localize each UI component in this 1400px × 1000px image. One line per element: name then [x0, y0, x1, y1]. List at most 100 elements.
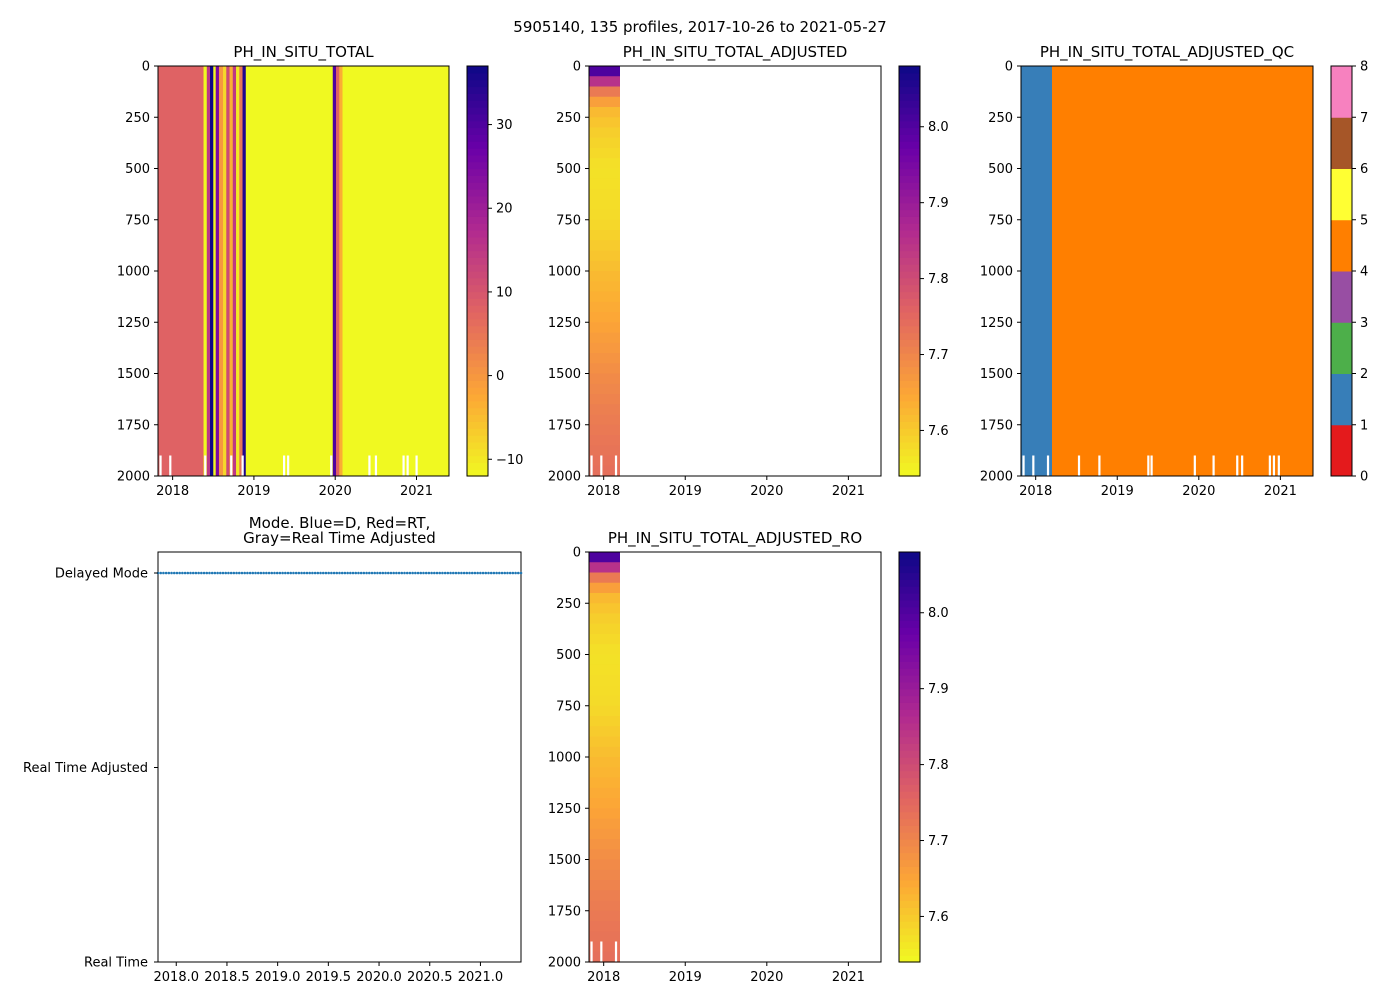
mode-point [259, 571, 263, 575]
mode-point [395, 571, 398, 575]
colorbar-segment [899, 873, 920, 881]
heatmap-band [223, 66, 227, 476]
mode-point [248, 571, 252, 575]
y-tick-label: 1750 [117, 418, 150, 433]
colorbar-tick-label: 2 [1360, 367, 1368, 382]
heatmap-cell [589, 435, 620, 446]
heatmap-cell [589, 931, 620, 943]
heatmap-gap [374, 455, 378, 476]
colorbar-tick-label: 10 [496, 285, 513, 300]
heatmap-band [332, 66, 337, 476]
heatmap-cell [589, 736, 620, 748]
y-tick-label: 250 [125, 111, 150, 126]
y-tick-label: 0 [573, 60, 581, 75]
mode-point [183, 571, 187, 575]
colorbar-segment [899, 175, 920, 183]
mode-point [473, 571, 477, 575]
mode-point [194, 571, 198, 575]
heatmap-cell [589, 219, 620, 231]
heatmap-band [242, 66, 247, 476]
mode-point [313, 571, 317, 575]
mode-point [284, 571, 287, 575]
colorbar-segment [467, 134, 488, 142]
x-tick-label: 2021 [832, 970, 865, 985]
colorbar-segment [899, 593, 920, 601]
mode-point [332, 571, 336, 575]
colorbar-segment [467, 271, 488, 279]
heatmap-band [229, 66, 234, 476]
heatmap-cell [589, 178, 620, 190]
mode-point [516, 571, 520, 575]
mode-point [167, 571, 171, 575]
colorbar-segment [467, 421, 488, 429]
mode-point [319, 571, 322, 575]
heatmap-cell [589, 603, 620, 615]
mode-point [411, 571, 414, 575]
heatmap-gap [330, 455, 333, 476]
mode-point [378, 571, 382, 575]
colorbar-segment [899, 236, 920, 245]
y-tick-label: 2000 [548, 470, 581, 485]
colorbar-segment [899, 552, 920, 560]
mode-point [330, 571, 333, 575]
mode-point [278, 571, 282, 575]
x-tick-label: 2019 [669, 484, 702, 499]
heatmap-cell [589, 582, 620, 594]
colorbar-segment [467, 230, 488, 238]
colorbar-segment [467, 387, 488, 395]
colorbar-segment [899, 675, 920, 683]
colorbar-segment [899, 866, 920, 874]
colorbar-segment [1331, 322, 1352, 374]
heatmap-cell [589, 383, 620, 395]
colorbar-segment [899, 366, 920, 375]
mode-point [422, 571, 425, 575]
mode-point [270, 571, 274, 575]
colorbar-segment [899, 606, 920, 615]
mode-point [503, 571, 507, 575]
heatmap-band [206, 66, 211, 476]
colorbar-segment [467, 127, 488, 135]
mode-point [427, 571, 431, 575]
y-tick-label: Real Time Adjusted [23, 761, 148, 776]
heatmap-band [232, 66, 237, 476]
heatmap-cell [589, 572, 620, 584]
mode-point [178, 571, 181, 575]
mode-point [281, 571, 284, 575]
colorbar-segment [899, 380, 920, 388]
mode-point [376, 571, 379, 575]
colorbar-segment [467, 305, 488, 313]
mode-point [343, 571, 347, 575]
y-tick-label: 1250 [117, 316, 150, 331]
colorbar-segment [899, 893, 920, 902]
heatmap-cell [589, 562, 620, 574]
y-tick-label: 1500 [980, 367, 1013, 382]
mode-point [324, 571, 328, 575]
colorbar-segment [899, 743, 920, 751]
colorbar-segment [899, 428, 920, 436]
colorbar-segment [899, 907, 920, 915]
mode-point [227, 571, 230, 575]
colorbar-segment [467, 168, 488, 176]
colorbar-frame [466, 65, 489, 477]
mode-point [479, 571, 482, 575]
heatmap-gap [368, 455, 371, 476]
y-tick-label: 1750 [548, 904, 581, 919]
x-tick-label: 2020.5 [407, 970, 453, 985]
colorbar-segment [899, 339, 920, 347]
heatmap-cell [589, 859, 620, 871]
mode-point [470, 571, 474, 575]
heatmap-cell [589, 777, 620, 789]
heatmap-band [213, 66, 217, 476]
colorbar-segment [899, 736, 920, 744]
mode-point [267, 571, 271, 575]
mode-point [392, 571, 395, 575]
heatmap-cell [589, 353, 620, 364]
y-tick-label: 1000 [980, 265, 1013, 280]
colorbar-tick-label: 7.8 [928, 272, 949, 287]
mode-point [487, 571, 490, 575]
colorbar-segment [899, 859, 920, 867]
colorbar-segment [467, 66, 488, 74]
colorbar-frame [898, 551, 921, 963]
colorbar-segment [899, 359, 920, 368]
chart-title: PH_IN_SITU_TOTAL_ADJUSTED_QC [1040, 43, 1294, 62]
